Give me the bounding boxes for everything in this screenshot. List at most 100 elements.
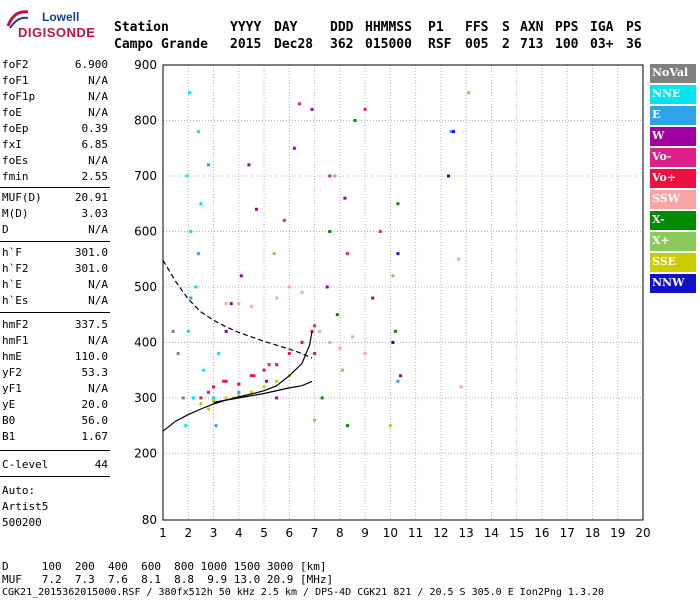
chart-ticks: 1 2 3 4 5 6 7 8 9 10 11 12 13 14 15 16 17 18 19 20200300400… bbox=[134, 58, 651, 540]
data-point bbox=[297, 102, 301, 106]
auto-line: Artist5 bbox=[2, 500, 108, 516]
data-point bbox=[212, 396, 216, 400]
data-point bbox=[262, 385, 266, 389]
param-value: N/A bbox=[88, 154, 108, 167]
data-point bbox=[396, 379, 400, 383]
series-nnw bbox=[391, 130, 456, 344]
hdr-label-hhmmss: HHMMSS bbox=[365, 20, 412, 35]
data-point bbox=[224, 329, 228, 333]
y-tick-label: 200 bbox=[134, 446, 157, 460]
param-name: hmE bbox=[2, 350, 22, 363]
hdr-value-day: Dec28 bbox=[274, 37, 314, 52]
param-name: foF2 bbox=[2, 58, 29, 71]
hdr-value-yyyy: 2015 bbox=[230, 37, 262, 52]
param-name: fxI bbox=[2, 138, 22, 151]
x-tick-label: 10 bbox=[383, 526, 398, 540]
data-point bbox=[459, 385, 463, 389]
series-vo+ bbox=[199, 329, 317, 400]
data-point bbox=[247, 163, 251, 167]
logo-line1: Lowell bbox=[42, 10, 80, 24]
param-value: 20.91 bbox=[74, 191, 108, 204]
hdr-label-ps: PS bbox=[626, 20, 642, 35]
data-point bbox=[318, 329, 322, 333]
param-row: foEs N/A bbox=[2, 154, 108, 170]
data-point bbox=[282, 218, 286, 222]
data-point bbox=[391, 340, 395, 344]
auto-label: Auto: bbox=[2, 484, 36, 497]
data-point bbox=[313, 324, 317, 328]
param-value: N/A bbox=[88, 334, 108, 347]
data-point bbox=[212, 385, 216, 389]
data-point bbox=[222, 379, 226, 383]
hdr-label-day: DAY bbox=[274, 20, 298, 35]
param-row: foF1 N/A bbox=[2, 74, 108, 90]
series-nne bbox=[184, 91, 221, 428]
data-point bbox=[363, 352, 367, 356]
hdr-value-hhmmss: 015000 bbox=[365, 37, 412, 52]
param-row: foE N/A bbox=[2, 106, 108, 122]
data-point bbox=[310, 107, 314, 111]
param-value: 301.0 bbox=[74, 246, 108, 259]
param-name: h`F2 bbox=[2, 262, 29, 275]
data-point bbox=[363, 107, 367, 111]
legend-item-nnw: NNW bbox=[650, 274, 696, 293]
param-name: MUF(D) bbox=[2, 191, 42, 204]
data-point bbox=[345, 252, 349, 256]
param-name: hmF1 bbox=[2, 334, 29, 347]
legend-label: E bbox=[652, 108, 661, 121]
x-tick-label: 14 bbox=[484, 526, 499, 540]
hdr-label-s: S bbox=[502, 20, 510, 35]
param-row: C-level 44 bbox=[2, 458, 108, 474]
x-tick-label: 9 bbox=[361, 526, 369, 540]
auto-version: 500200 bbox=[2, 516, 42, 529]
param-row: foF1p N/A bbox=[2, 90, 108, 106]
hdr-label-pps: PPS bbox=[555, 20, 579, 35]
y-tick-label: 900 bbox=[134, 58, 157, 72]
data-point bbox=[328, 340, 332, 344]
data-point bbox=[335, 313, 339, 317]
data-point bbox=[265, 379, 269, 383]
data-point bbox=[196, 252, 200, 256]
data-point bbox=[194, 285, 198, 289]
data-point bbox=[237, 302, 241, 306]
param-value: N/A bbox=[88, 106, 108, 119]
x-tick-label: 20 bbox=[635, 526, 650, 540]
hdr-value-ps: 36 bbox=[626, 37, 642, 52]
hdr-value-ddd: 362 bbox=[330, 37, 354, 52]
param-row: foEp 0.39 bbox=[2, 122, 108, 138]
data-point bbox=[388, 424, 392, 428]
auto-program: Artist5 bbox=[2, 500, 49, 513]
data-point bbox=[275, 396, 279, 400]
data-point bbox=[206, 163, 210, 167]
param-value: N/A bbox=[88, 278, 108, 291]
hdr-value-axn: 713 bbox=[520, 37, 544, 52]
data-point bbox=[396, 202, 400, 206]
hdr-label-yyyy: YYYY bbox=[230, 20, 262, 35]
param-value: 0.39 bbox=[81, 122, 109, 135]
data-point bbox=[272, 252, 276, 256]
series-sse bbox=[199, 374, 392, 428]
chart-grid bbox=[162, 64, 644, 520]
hdr-label-ffs: FFS bbox=[465, 20, 489, 35]
legend-item-vo-plus: Vo+ bbox=[650, 169, 696, 188]
profile-curve bbox=[162, 331, 313, 432]
chart-points bbox=[171, 91, 471, 428]
data-point bbox=[262, 368, 266, 372]
param-row: fxI 6.85 bbox=[2, 138, 108, 154]
data-point bbox=[199, 396, 203, 400]
data-point bbox=[292, 146, 296, 150]
param-row: MUF(D) 20.91 bbox=[2, 191, 108, 207]
legend-label: SSW bbox=[652, 192, 680, 205]
logo-swoosh-icon bbox=[6, 10, 29, 29]
data-point bbox=[396, 252, 400, 256]
profile-curve bbox=[162, 259, 313, 359]
x-tick-label: 5 bbox=[260, 526, 268, 540]
param-name: yF1 bbox=[2, 382, 22, 395]
data-point bbox=[206, 390, 210, 394]
legend-item-ssw: SSW bbox=[650, 190, 696, 209]
param-value: 56.0 bbox=[81, 414, 109, 427]
logo-line2: DIGISONDE bbox=[18, 25, 96, 40]
legend-item-e: E bbox=[650, 106, 696, 125]
data-point bbox=[186, 329, 190, 333]
data-point bbox=[217, 352, 221, 356]
